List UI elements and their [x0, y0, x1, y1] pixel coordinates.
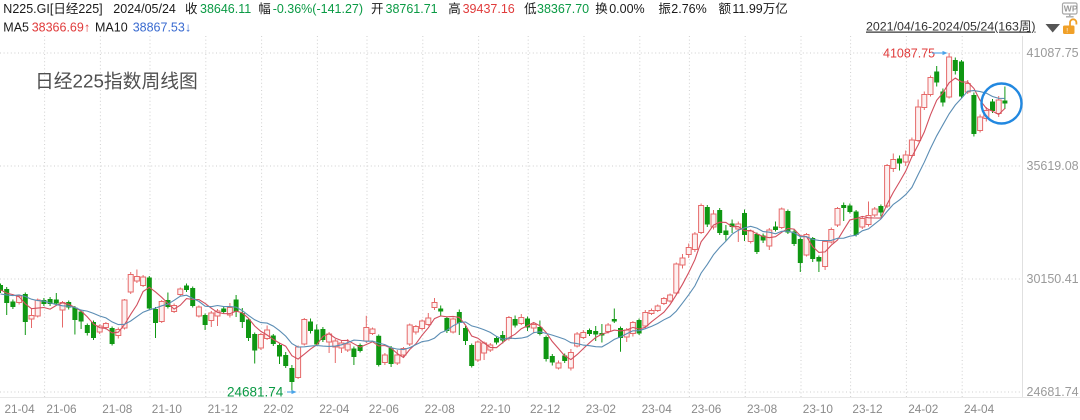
svg-text:2021/04/16-2024/05/24(163周): 2021/04/16-2024/05/24(163周): [866, 20, 1035, 34]
svg-text:41087.75: 41087.75: [1027, 46, 1079, 60]
svg-text:24-02: 24-02: [908, 402, 938, 416]
svg-text:N225.GI[日经225]: N225.GI[日经225]: [3, 2, 102, 16]
svg-text:41087.75: 41087.75: [883, 47, 935, 61]
svg-text:24681.74: 24681.74: [1027, 385, 1079, 399]
svg-text:23-06: 23-06: [691, 402, 722, 416]
svg-text:23-04: 23-04: [642, 402, 673, 416]
svg-text:幅: 幅: [258, 1, 271, 16]
svg-text:23-08: 23-08: [747, 402, 778, 416]
svg-text:22-06: 22-06: [369, 402, 400, 416]
svg-text:MA10: MA10: [95, 21, 128, 35]
svg-text:22-12: 22-12: [530, 402, 560, 416]
svg-text:0.00%: 0.00%: [609, 2, 644, 16]
svg-text:21-06: 21-06: [46, 402, 77, 416]
svg-text:收: 收: [185, 2, 198, 16]
svg-text:22-02: 22-02: [263, 402, 293, 416]
svg-text:38761.71: 38761.71: [386, 2, 438, 16]
svg-text:21-12: 21-12: [208, 402, 238, 416]
svg-text:22-10: 22-10: [480, 402, 511, 416]
svg-text:额: 额: [719, 2, 732, 16]
svg-text:38867.53↓: 38867.53↓: [133, 21, 191, 35]
svg-text:22-08: 22-08: [425, 402, 456, 416]
svg-text:39437.16: 39437.16: [463, 2, 515, 16]
svg-text:2024/05/24: 2024/05/24: [113, 2, 176, 16]
svg-text:换: 换: [595, 2, 608, 16]
svg-text:38646.11: 38646.11: [200, 2, 251, 16]
svg-text:日经225指数周线图: 日经225指数周线图: [35, 71, 198, 92]
svg-text:11.99万亿: 11.99万亿: [732, 1, 787, 16]
svg-text:WP: WP: [1064, 4, 1078, 14]
svg-text:低: 低: [524, 2, 537, 16]
svg-text:-0.36%(-141.27): -0.36%(-141.27): [273, 2, 363, 16]
svg-text:!: !: [1066, 27, 1068, 34]
svg-text:高: 高: [448, 1, 461, 16]
svg-text:振: 振: [658, 2, 671, 16]
svg-text:38366.69↑: 38366.69↑: [32, 21, 90, 35]
svg-text:22-04: 22-04: [319, 402, 350, 416]
svg-text:23-10: 23-10: [803, 402, 834, 416]
svg-text:21-04: 21-04: [5, 402, 36, 416]
svg-text:2.76%: 2.76%: [671, 2, 706, 16]
svg-text:21-10: 21-10: [152, 402, 183, 416]
svg-text:23-12: 23-12: [852, 402, 882, 416]
svg-text:30150.41: 30150.41: [1027, 272, 1079, 286]
svg-text:21-08: 21-08: [102, 402, 133, 416]
svg-text:24681.74: 24681.74: [227, 385, 284, 400]
svg-text:38367.70: 38367.70: [537, 2, 589, 16]
svg-text:MA5: MA5: [3, 21, 29, 35]
svg-text:23-02: 23-02: [586, 402, 616, 416]
svg-text:35619.08: 35619.08: [1027, 159, 1079, 173]
svg-text:开: 开: [371, 2, 384, 16]
svg-text:24-04: 24-04: [964, 402, 995, 416]
